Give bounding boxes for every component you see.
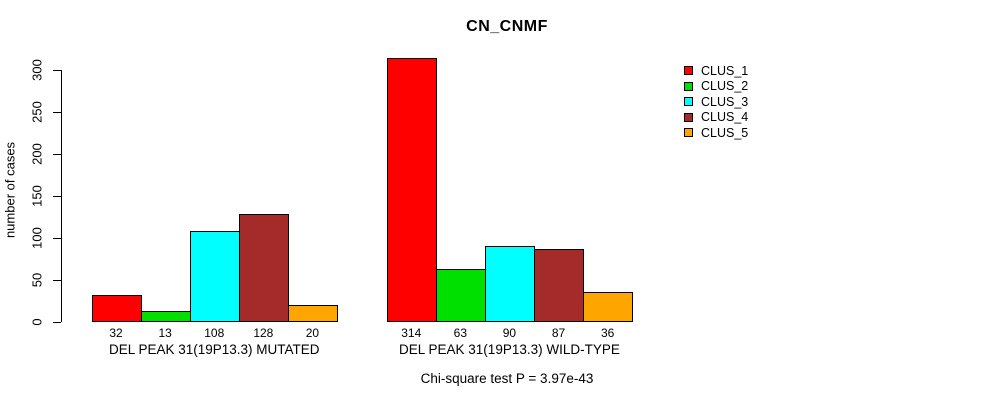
bar-value-label: 63 [453,326,468,340]
legend-label: CLUS_5 [701,125,749,140]
legend: CLUS_1 CLUS_2 CLUS_3 CLUS_4 CLUS_5 [684,63,748,141]
bar-clus_5-group1 [287,305,338,322]
bar-clus_5-group2 [583,292,634,322]
bar-clus_1-group1 [91,295,142,322]
bar-value-label: 87 [551,326,566,340]
bar-clus_1-group2 [386,58,437,322]
group-label: DEL PEAK 31(19P13.3) WILD-TYPE [399,342,620,357]
legend-swatch [684,66,693,76]
bar-value-label: 20 [305,326,320,340]
legend-item-clus_5: CLUS_5 [684,125,748,141]
group-label: DEL PEAK 31(19P13.3) MUTATED [108,342,320,357]
bar-value-label: 128 [253,326,274,340]
chart-title: CN_CNMF [466,18,548,35]
y-tick-label: 300 [29,59,45,81]
legend-swatch [684,112,693,122]
legend-swatch [684,128,693,138]
y-tick [53,279,61,281]
bar-clus_2-group2 [435,269,486,322]
legend-label: CLUS_2 [701,79,749,94]
legend-item-clus_1: CLUS_1 [684,63,748,79]
y-tick [53,153,61,155]
y-tick-label: 0 [29,318,45,326]
y-tick-label: 50 [29,272,45,288]
y-tick [53,111,61,113]
y-tick [53,321,61,323]
y-tick-label: 100 [29,227,45,249]
y-tick-label: 150 [29,185,45,207]
legend-item-clus_3: CLUS_3 [684,94,748,110]
legend-item-clus_2: CLUS_2 [684,79,748,95]
bar-value-label: 32 [109,326,123,340]
bar-value-label: 13 [158,326,172,340]
legend-label: CLUS_3 [701,94,749,109]
bar-value-label: 108 [204,326,225,340]
legend-item-clus_4: CLUS_4 [684,110,748,126]
legend-swatch [684,97,693,107]
y-tick [53,237,61,239]
y-tick-label: 250 [29,101,45,123]
y-tick [53,195,61,197]
bar-value-label: 314 [401,326,422,340]
y-axis-title: number of cases [2,141,18,239]
chi-square-footnote: Chi-square test P = 3.97e-43 [420,371,594,386]
bar-clus_3-group1 [189,231,240,322]
bar-value-label: 36 [600,326,615,340]
legend-swatch [684,81,693,91]
legend-label: CLUS_1 [701,63,749,78]
y-tick [53,69,61,71]
bar-value-label: 90 [502,326,517,340]
bar-clus_2-group1 [140,311,191,322]
bar-clus_3-group2 [484,246,535,322]
bar-clus_4-group1 [238,214,289,322]
y-tick-label: 200 [29,143,45,165]
legend-label: CLUS_4 [701,110,749,125]
y-axis-line [61,70,62,322]
bar-clus_4-group2 [534,249,585,322]
